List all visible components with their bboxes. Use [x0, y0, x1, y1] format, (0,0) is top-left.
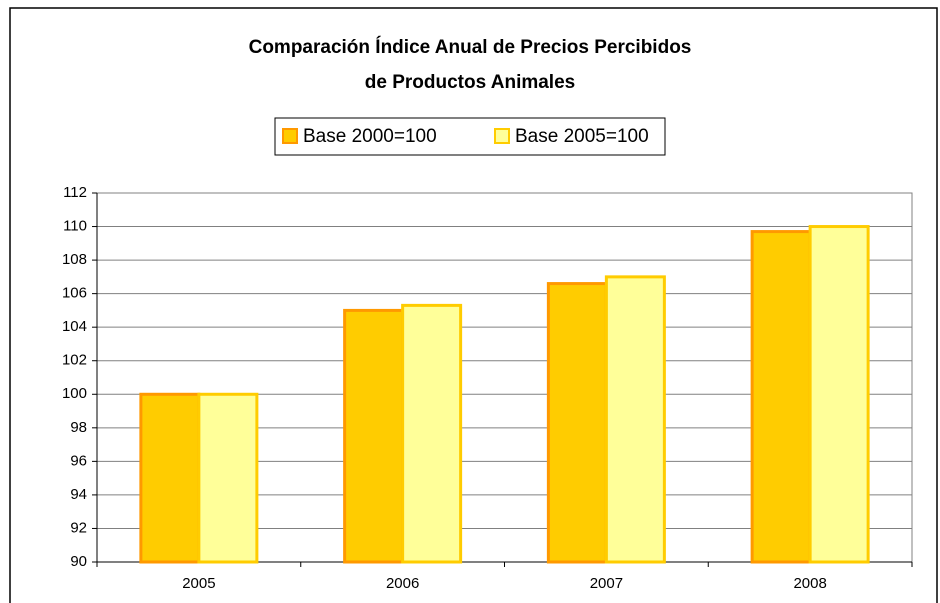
y-tick-label: 112 — [63, 184, 87, 201]
bar — [750, 230, 812, 564]
bar — [546, 282, 608, 564]
y-tick-label: 100 — [62, 385, 87, 402]
chart-frame — [9, 7, 938, 603]
y-tick-label: 110 — [63, 218, 87, 235]
y-tick-label: 92 — [70, 519, 87, 536]
bar — [197, 392, 259, 564]
y-tick-label: 96 — [70, 452, 87, 469]
y-tick-label: 90 — [70, 553, 87, 570]
bar — [139, 392, 201, 564]
y-tick-label: 106 — [62, 285, 87, 302]
x-tick-label: 2008 — [793, 575, 826, 592]
legend-box — [274, 117, 666, 156]
y-tick-label: 104 — [62, 318, 87, 335]
x-tick-label: 2006 — [386, 575, 419, 592]
y-tick-label: 98 — [70, 419, 87, 436]
chart-title: Comparación Índice Anual de Precios Perc… — [249, 36, 692, 58]
legend-label: Base 2005=100 — [515, 126, 649, 147]
x-tick-label: 2005 — [182, 575, 215, 592]
y-tick-label: 108 — [62, 251, 87, 268]
legend-label: Base 2000=100 — [303, 126, 437, 147]
bar — [604, 275, 666, 564]
y-tick-label: 102 — [62, 352, 87, 369]
bar — [808, 225, 870, 564]
legend-swatch — [282, 128, 298, 144]
y-tick-label: 94 — [70, 486, 87, 503]
legend-swatch — [494, 128, 510, 144]
bar — [343, 308, 405, 564]
chart-title: de Productos Animales — [365, 72, 575, 93]
x-tick-label: 2007 — [590, 575, 623, 592]
bar — [401, 303, 463, 564]
